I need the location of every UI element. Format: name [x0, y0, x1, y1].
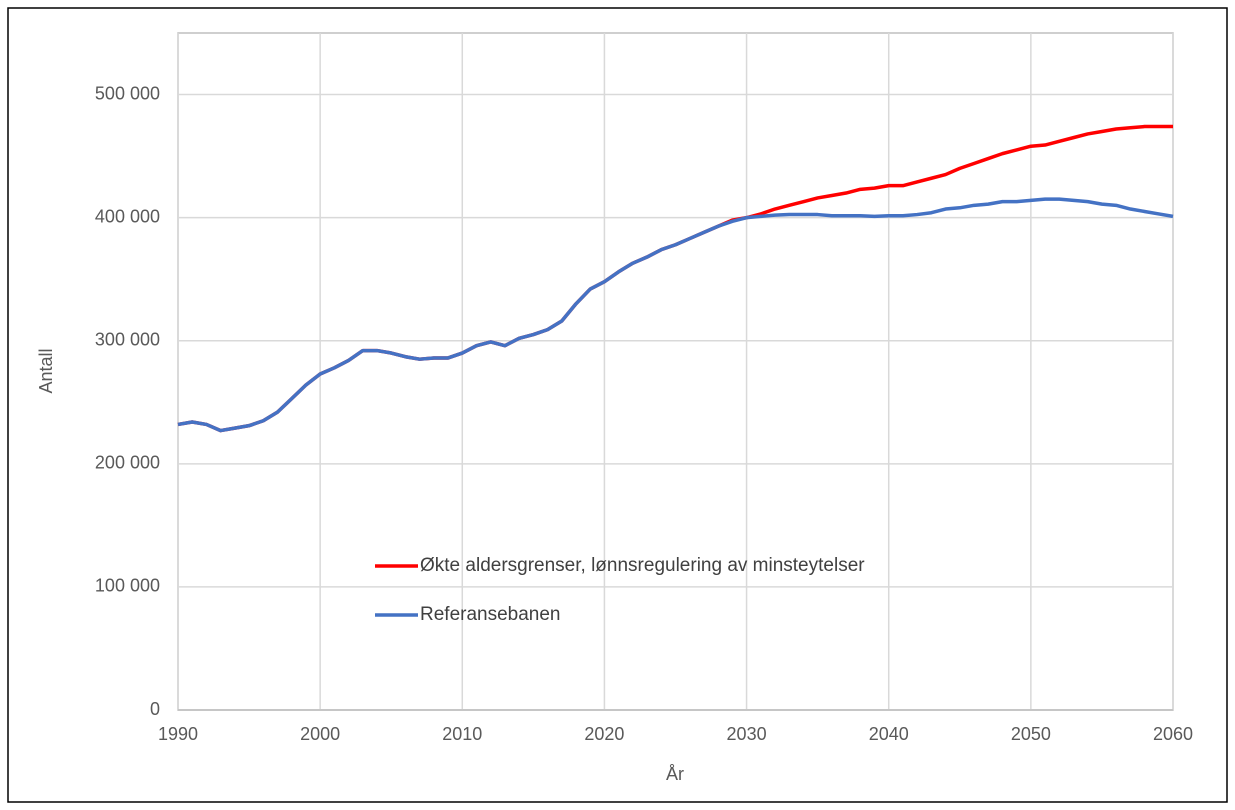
- x-axis-label: År: [666, 764, 684, 784]
- x-tick-label: 2020: [584, 724, 624, 744]
- legend-label: Referansebanen: [420, 604, 561, 625]
- y-tick-label: 100 000: [95, 576, 160, 596]
- y-tick-label: 300 000: [95, 329, 160, 349]
- y-axis-label: Antall: [36, 348, 56, 393]
- x-tick-label: 2050: [1011, 724, 1051, 744]
- chart-border: [7, 7, 1228, 803]
- x-tick-label: 2010: [442, 724, 482, 744]
- legend-label: Økte aldersgrenser, lønnsregulering av m…: [420, 555, 865, 576]
- y-tick-label: 400 000: [95, 206, 160, 226]
- y-tick-label: 200 000: [95, 453, 160, 473]
- x-tick-label: 2030: [727, 724, 767, 744]
- x-tick-label: 2000: [300, 724, 340, 744]
- x-tick-label: 2040: [869, 724, 909, 744]
- y-tick-label: 0: [150, 699, 160, 719]
- y-tick-label: 500 000: [95, 83, 160, 103]
- x-tick-label: 1990: [158, 724, 198, 744]
- line-series: [177, 197, 1174, 433]
- x-tick-label: 2060: [1153, 724, 1193, 744]
